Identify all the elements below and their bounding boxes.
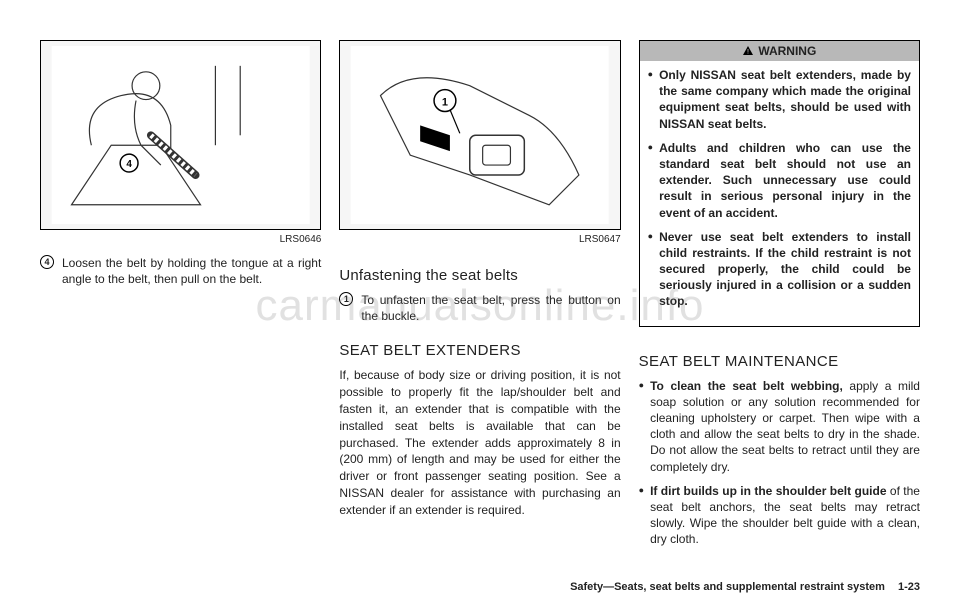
maintenance-heading: SEAT BELT MAINTENANCE xyxy=(639,353,920,370)
step-4-text: Loosen the belt by holding the tongue at… xyxy=(62,255,321,287)
warning-item: Only NISSAN seat belt extenders, made by… xyxy=(648,67,911,132)
warning-item: Never use seat belt extenders to install… xyxy=(648,229,911,310)
column-3: ! WARNING Only NISSAN seat belt extender… xyxy=(639,40,920,550)
footer-page: 1-23 xyxy=(898,581,920,593)
svg-text:!: ! xyxy=(747,50,749,56)
page-footer: Safety—Seats, seat belts and supplementa… xyxy=(570,581,920,593)
warning-box: ! WARNING Only NISSAN seat belt extender… xyxy=(639,40,920,327)
maint-lead: To clean the seat belt webbing, xyxy=(650,379,843,393)
step-4-line: 4 Loosen the belt by holding the tongue … xyxy=(40,255,321,287)
footer-section: Safety—Seats, seat belts and supplementa… xyxy=(570,581,885,593)
page-columns: 4 LRS0646 4 Loosen the belt by holding t… xyxy=(40,40,920,550)
column-2: 1 LRS0647 Unfastening the seat belts 1 T… xyxy=(339,40,620,550)
figure-label-2: LRS0647 xyxy=(339,234,620,245)
column-1: 4 LRS0646 4 Loosen the belt by holding t… xyxy=(40,40,321,550)
extenders-body: If, because of body size or driving posi… xyxy=(339,367,620,518)
warning-list: Only NISSAN seat belt extenders, made by… xyxy=(648,67,911,310)
warning-label: WARNING xyxy=(758,44,816,58)
warning-body: Only NISSAN seat belt extenders, made by… xyxy=(640,61,919,326)
step-1-line: 1 To unfasten the seat belt, press the b… xyxy=(339,292,620,324)
step-1-number: 1 xyxy=(339,292,353,306)
figure-box-1: 4 xyxy=(40,40,321,230)
warning-header: ! WARNING xyxy=(640,41,919,61)
svg-text:1: 1 xyxy=(442,96,448,108)
seat-belt-loosen-illustration: 4 xyxy=(48,46,313,225)
extenders-heading: SEAT BELT EXTENDERS xyxy=(339,342,620,359)
step-4-number: 4 xyxy=(40,255,54,269)
warning-icon: ! xyxy=(742,45,754,57)
maintenance-item: To clean the seat belt webbing, apply a … xyxy=(639,378,920,475)
maintenance-list: To clean the seat belt webbing, apply a … xyxy=(639,378,920,556)
maintenance-item: If dirt builds up in the shoulder belt g… xyxy=(639,483,920,548)
step-1-text: To unfasten the seat belt, press the but… xyxy=(361,292,620,324)
warning-item: Adults and children who can use the stan… xyxy=(648,140,911,221)
figure-label-1: LRS0646 xyxy=(40,234,321,245)
maint-lead: If dirt builds up in the shoulder belt g… xyxy=(650,484,886,498)
figure-box-2: 1 xyxy=(339,40,620,230)
svg-text:4: 4 xyxy=(126,159,132,170)
unfastening-heading: Unfastening the seat belts xyxy=(339,267,620,284)
seat-belt-unfasten-illustration: 1 xyxy=(347,46,612,225)
